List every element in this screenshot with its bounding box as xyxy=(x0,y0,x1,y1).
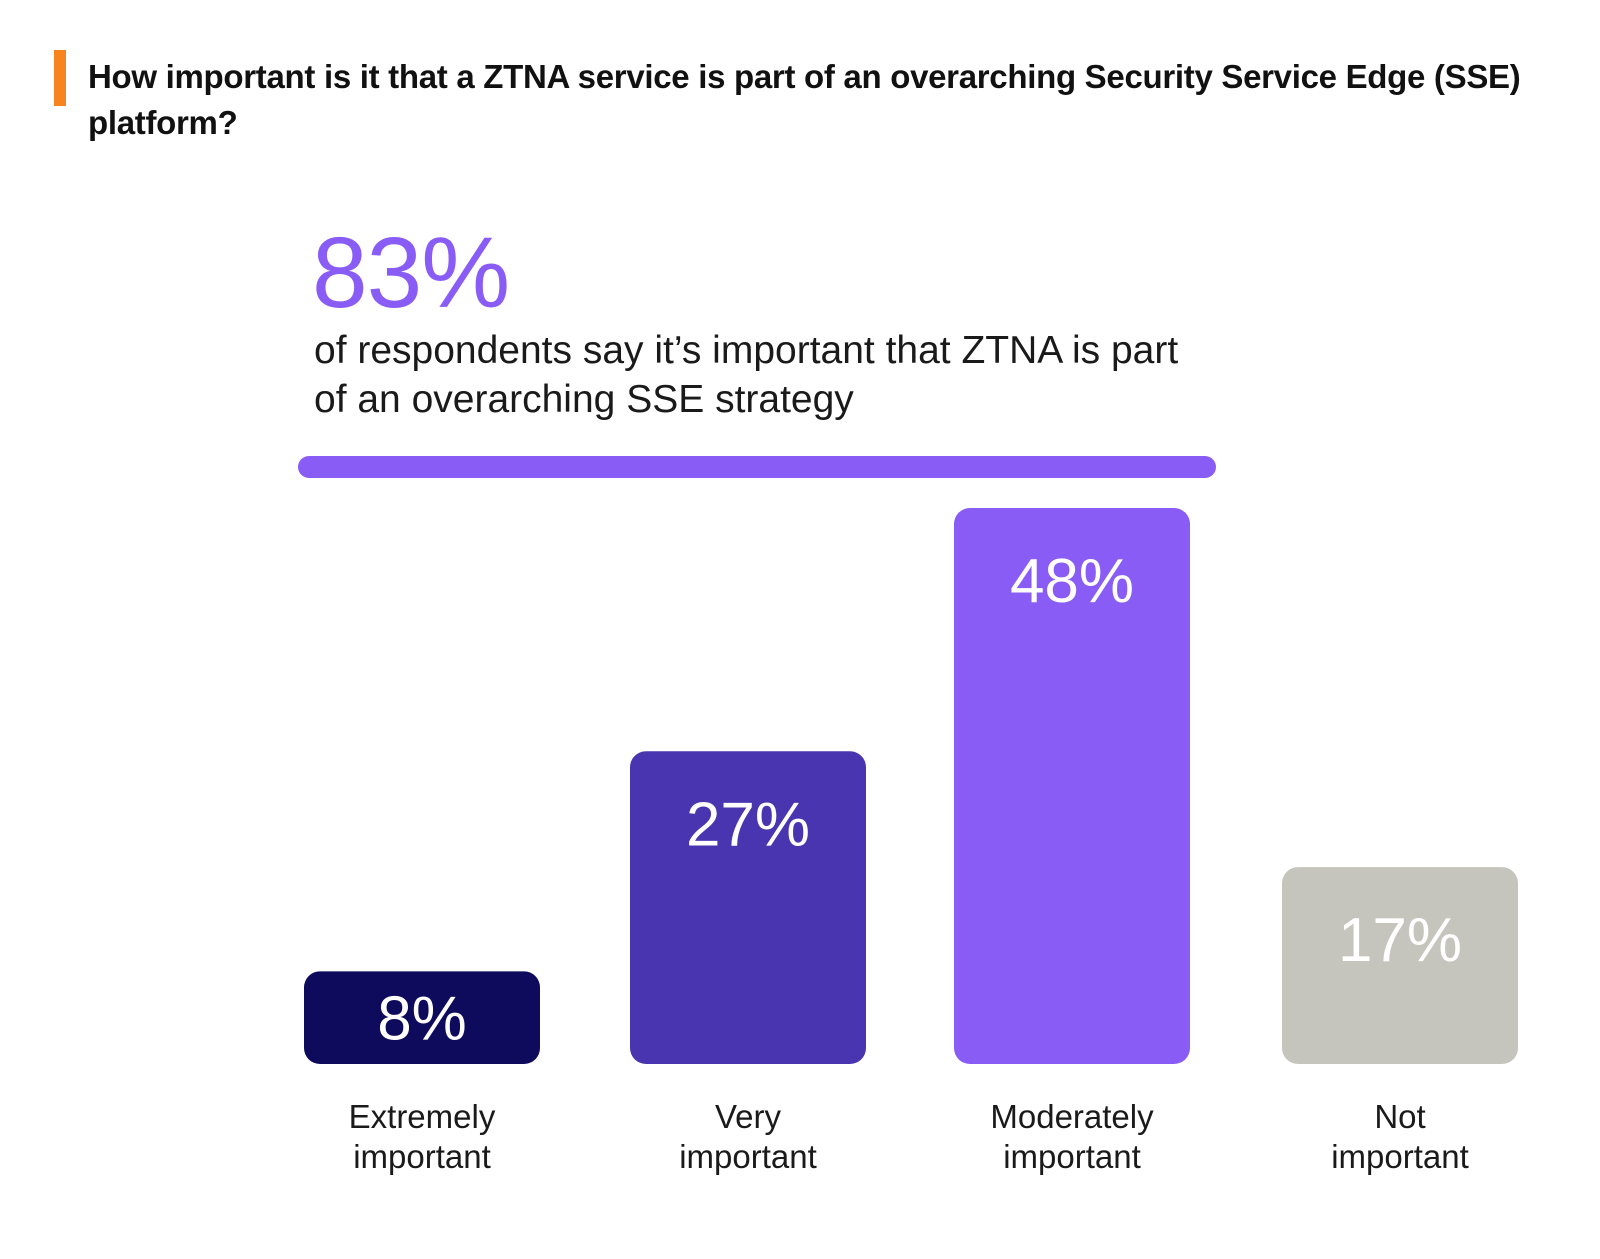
bar-value-label-4: 17% xyxy=(1338,906,1462,975)
accent-bar xyxy=(54,50,66,106)
headline-text: of respondents say it’s important that Z… xyxy=(314,329,1179,421)
category-label-3-line-1: Moderately xyxy=(990,1098,1154,1135)
bar-1 xyxy=(304,971,540,1064)
highlight-divider xyxy=(298,456,1216,478)
bar-value-label-2: 27% xyxy=(686,790,810,859)
bar-2 xyxy=(630,751,866,1064)
category-label-1-line-2: important xyxy=(353,1138,491,1175)
bar-value-label-1: 8% xyxy=(377,985,467,1054)
category-label-1-line-1: Extremely xyxy=(349,1098,496,1135)
category-label-2-line-2: important xyxy=(679,1138,817,1175)
category-label-3-line-2: important xyxy=(1003,1138,1141,1175)
bar-value-label-3: 48% xyxy=(1010,547,1134,616)
category-label-2-line-1: Very xyxy=(715,1098,782,1135)
question-title: How important is it that a ZTNA service … xyxy=(88,58,1521,141)
headline-stat: 83% xyxy=(312,217,510,329)
bar-4 xyxy=(1282,867,1518,1064)
bar-3 xyxy=(954,508,1190,1064)
category-label-4-line-1: Not xyxy=(1374,1098,1425,1135)
category-label-4-line-2: important xyxy=(1331,1138,1469,1175)
